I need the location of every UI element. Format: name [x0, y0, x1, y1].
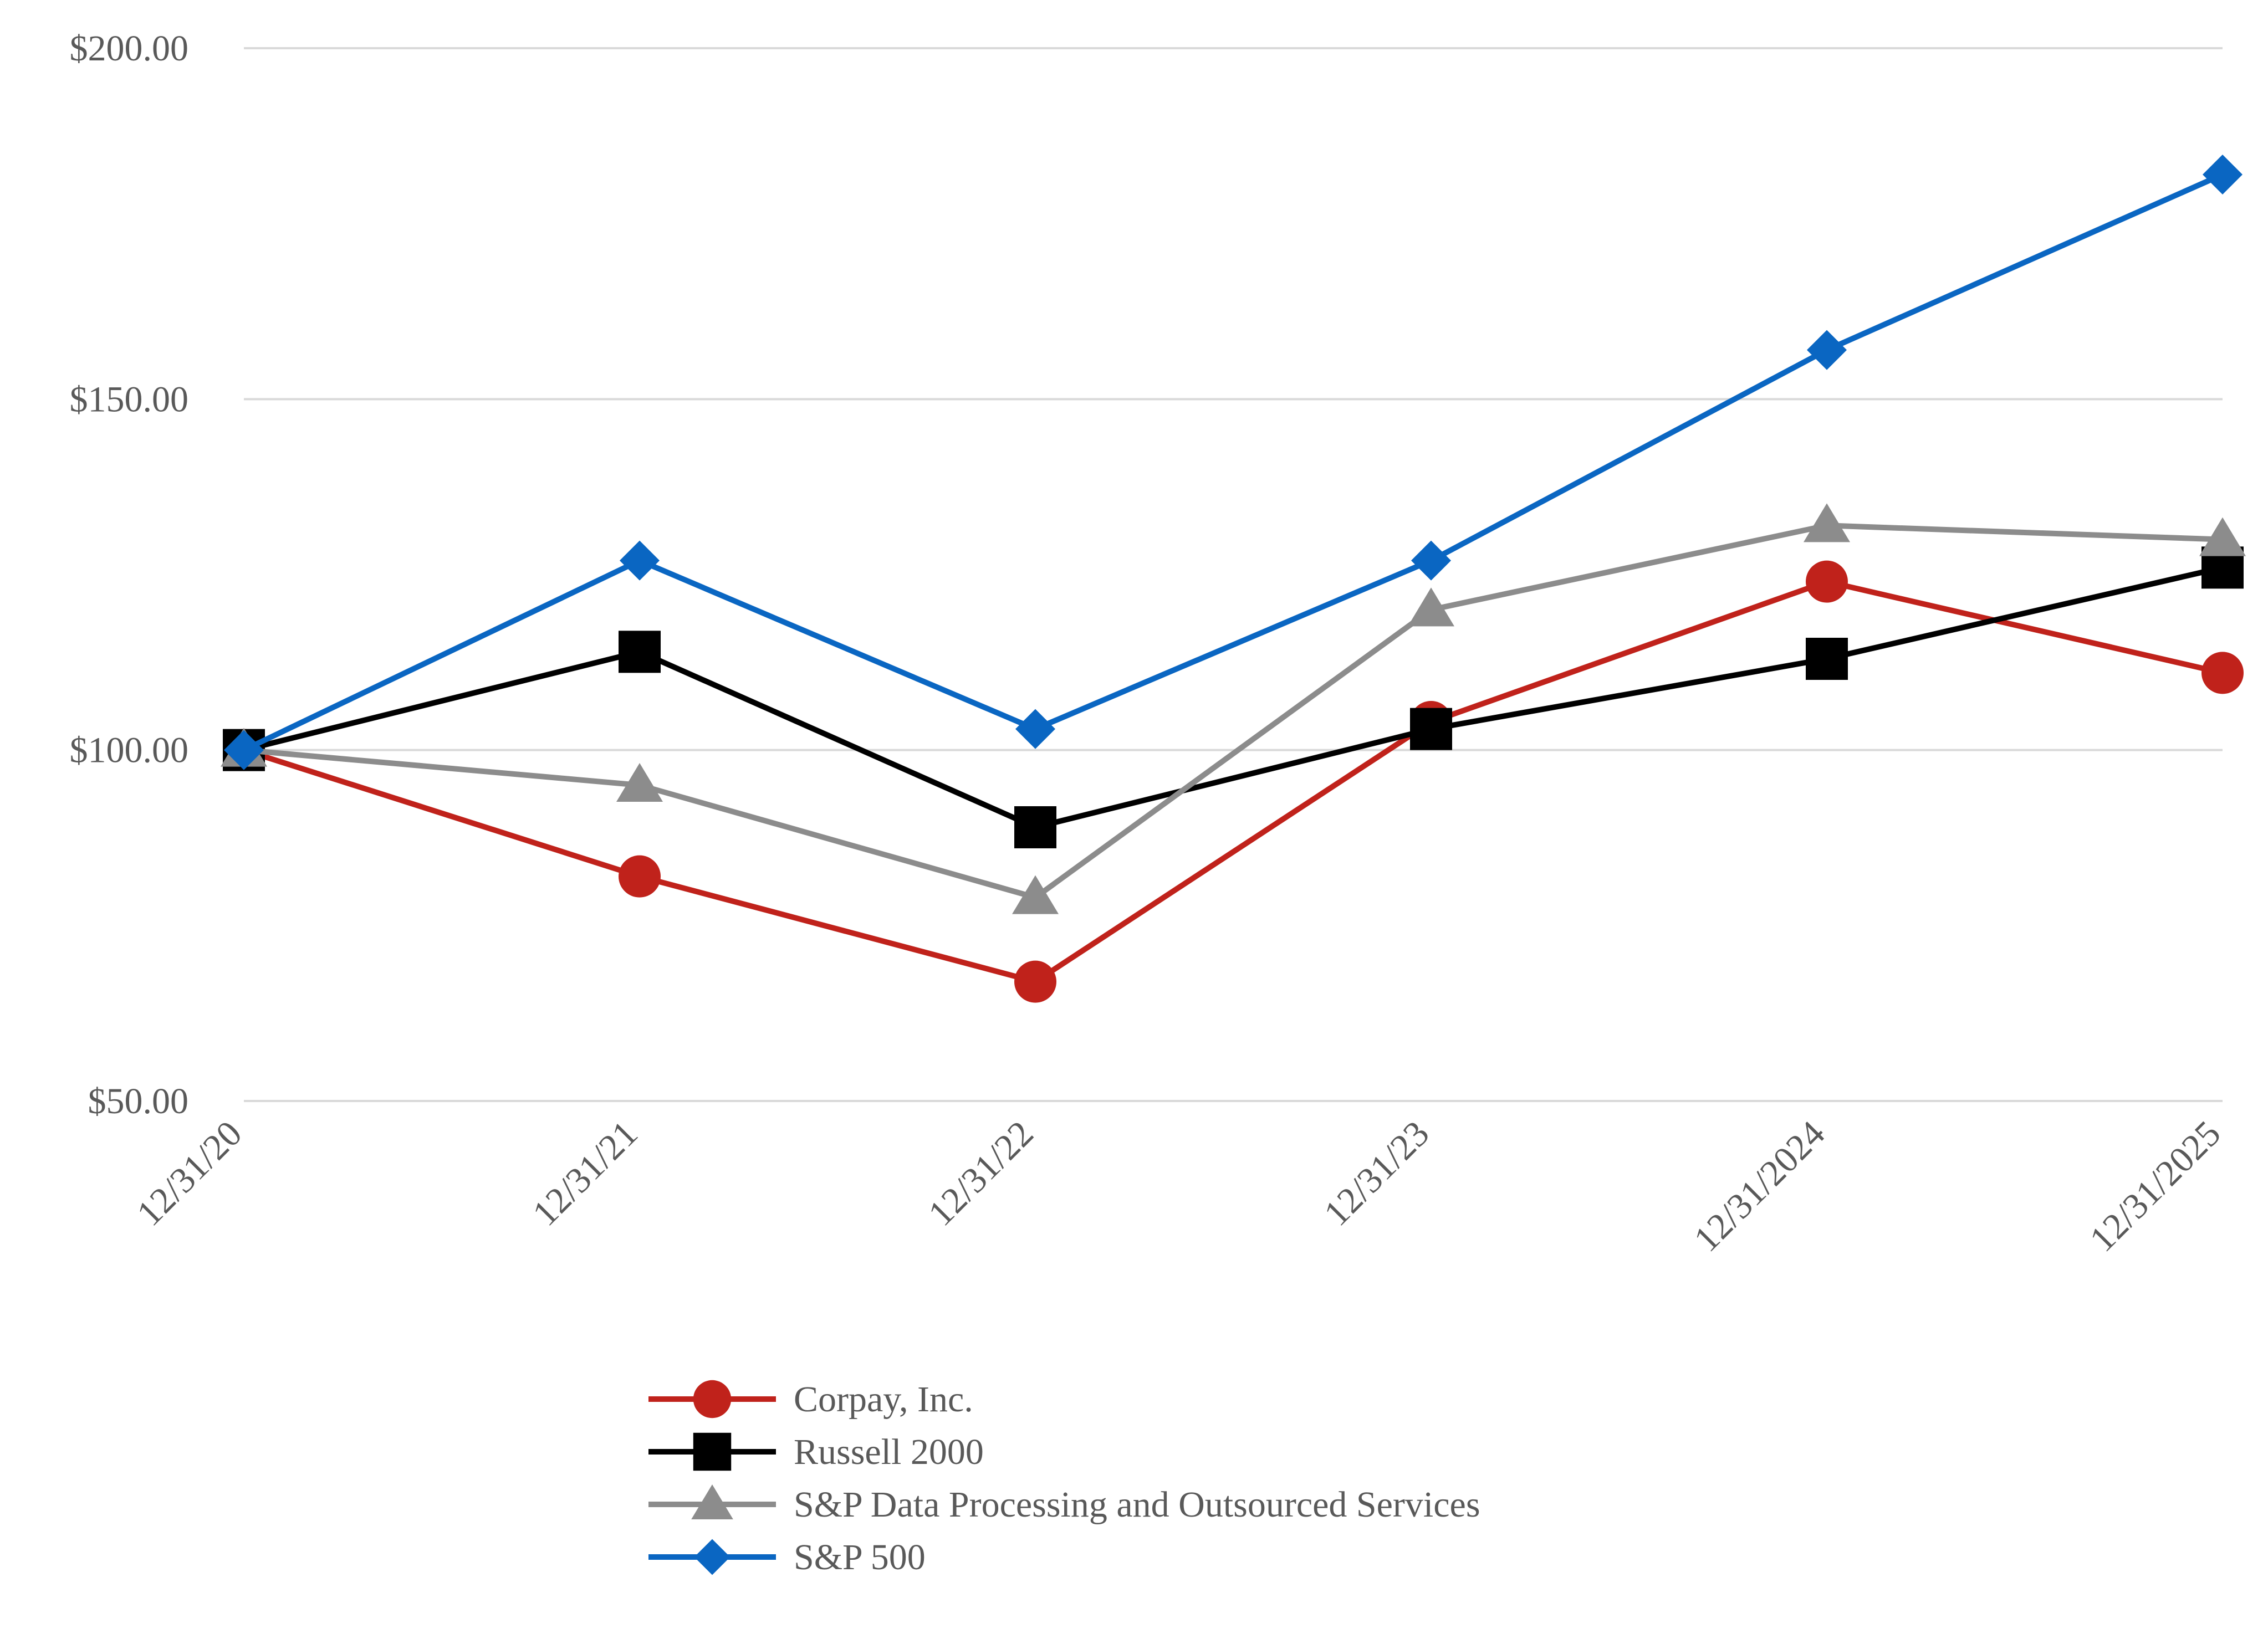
- series-line: [241, 578, 2225, 985]
- legend-item-sandp-data-processing-and-outsourced-services: S&P Data Processing and Outsourced Servi…: [648, 1484, 1480, 1525]
- series-sandp-500: [224, 155, 2243, 770]
- data-point-square: [1410, 708, 1452, 750]
- series-line: [241, 565, 2225, 830]
- data-point-triangle: [1408, 587, 1454, 627]
- data-point-circle: [1014, 960, 1056, 1003]
- data-point-square: [1014, 806, 1056, 848]
- x-tick-label: 12/31/23: [1316, 1113, 1437, 1234]
- x-tick-label: 12/31/22: [921, 1113, 1041, 1234]
- x-tick-label: 12/31/20: [129, 1113, 250, 1234]
- legend-triangle-marker: [691, 1484, 733, 1519]
- series-layer: [221, 155, 2246, 1003]
- legend-item-sandp-500: S&P 500: [648, 1537, 926, 1578]
- y-tick-label: $150.00: [70, 379, 189, 419]
- data-point-triangle: [616, 763, 663, 802]
- series-corpay-inc: [223, 560, 2244, 1003]
- data-point-diamond: [1411, 540, 1451, 581]
- x-axis-ticks: 12/31/20 12/31/21 12/31/22 12/31/23 12/31/20…: [129, 1113, 2229, 1259]
- series-russell-2000: [223, 546, 2244, 848]
- y-tick-label: $200.00: [70, 28, 189, 69]
- data-point-diamond: [2203, 155, 2243, 194]
- y-axis-ticks: $50.00 $100.00 $150.00 $200.00: [70, 28, 189, 1121]
- data-point-diamond: [224, 730, 264, 770]
- data-point-square: [619, 631, 661, 673]
- x-tick-label: 12/31/2024: [1686, 1113, 1832, 1259]
- series-line: [241, 172, 2225, 753]
- data-point-triangle: [2199, 517, 2246, 556]
- legend: Corpay, Inc. Russell 2000 S&P Data Process…: [648, 1379, 1480, 1578]
- legend-item-russell-2000: Russell 2000: [648, 1432, 984, 1472]
- data-point-circle: [2201, 652, 2244, 694]
- data-point-square: [1806, 638, 1848, 680]
- legend-square-marker: [693, 1432, 732, 1471]
- data-point-triangle: [1012, 875, 1059, 914]
- x-tick-label: 12/31/21: [525, 1113, 646, 1234]
- legend-label: Corpay, Inc.: [794, 1379, 973, 1420]
- legend-label: S&P Data Processing and Outsourced Servi…: [794, 1484, 1480, 1525]
- data-point-circle: [619, 855, 661, 898]
- data-point-triangle: [1804, 503, 1850, 542]
- legend-circle-marker: [693, 1380, 732, 1418]
- data-point-diamond: [1015, 709, 1055, 749]
- legend-item-corpay-inc: Corpay, Inc.: [648, 1379, 973, 1420]
- data-point-circle: [1806, 560, 1848, 603]
- x-tick-label: 12/31/2025: [2082, 1113, 2228, 1259]
- legend-diamond-marker: [694, 1539, 731, 1575]
- gridlines: [244, 47, 2223, 1102]
- data-point-diamond: [620, 540, 660, 581]
- legend-label: S&P 500: [794, 1537, 926, 1578]
- data-point-diamond: [1807, 330, 1847, 370]
- series-line: [241, 523, 2225, 900]
- y-tick-label: $50.00: [88, 1081, 189, 1121]
- legend-label: Russell 2000: [794, 1432, 984, 1472]
- y-tick-label: $100.00: [70, 730, 189, 771]
